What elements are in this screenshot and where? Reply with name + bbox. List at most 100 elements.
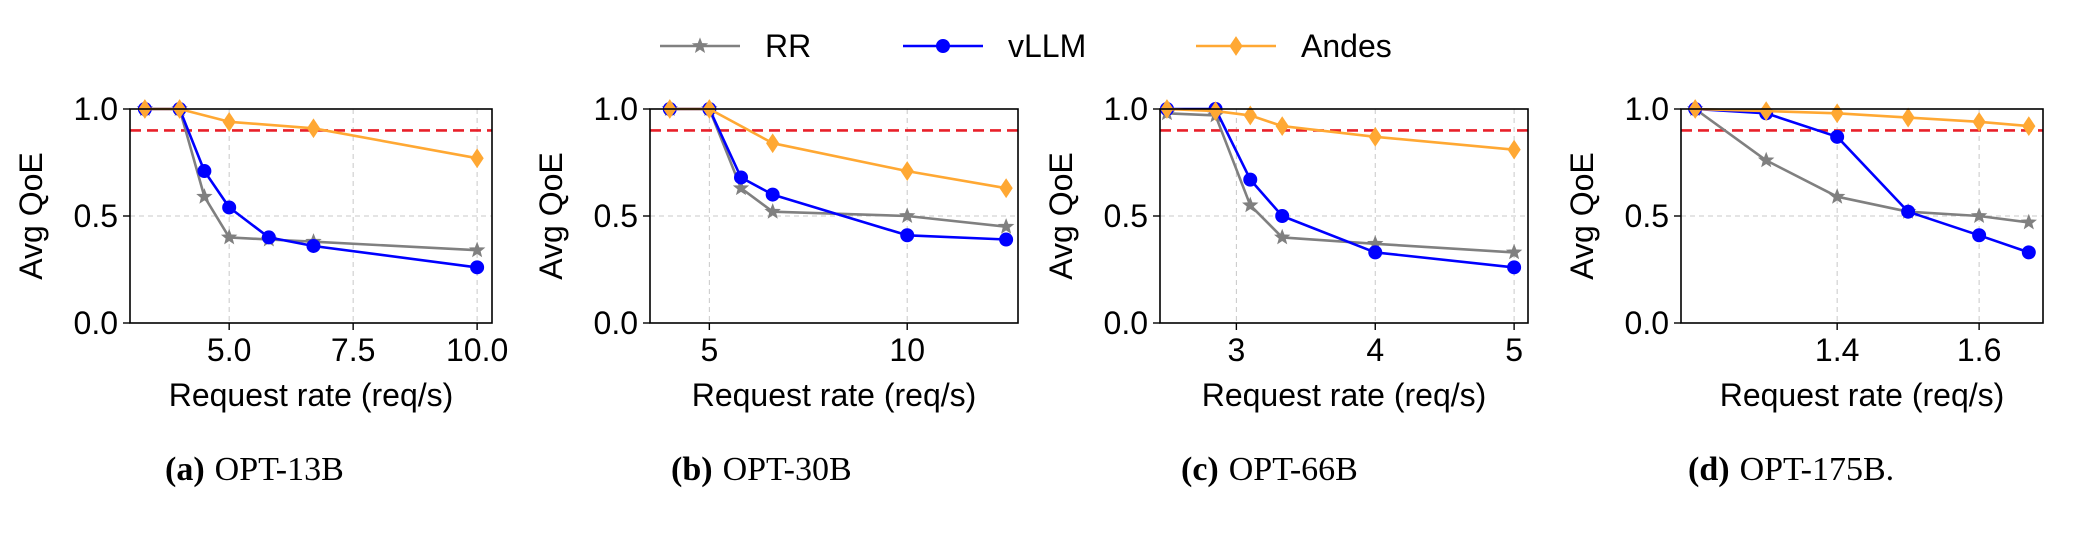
series-line-vllm <box>669 107 1007 241</box>
data-point-vllm <box>734 170 749 185</box>
data-point-andes <box>222 111 236 132</box>
data-point-andes <box>1275 116 1289 137</box>
caption-letter: (a) <box>165 451 205 488</box>
x-tick-label: 10.0 <box>446 332 508 368</box>
data-point-vllm <box>1972 228 1987 243</box>
data-point-vllm <box>1243 172 1258 187</box>
x-tick-label: 5 <box>700 332 718 368</box>
data-point-vllm <box>197 164 212 179</box>
data-point-vllm <box>306 238 321 253</box>
data-point-rr <box>1757 151 1775 168</box>
data-point-vllm <box>1368 245 1383 260</box>
data-point-vllm <box>900 228 915 243</box>
x-axis-label: Request rate (req/s) <box>692 377 977 413</box>
series-line-andes <box>1166 107 1515 151</box>
caption-letter: (c) <box>1181 451 1219 488</box>
data-point-rr <box>1970 207 1988 224</box>
panel-caption: (b) OPT-30B <box>671 451 852 488</box>
legend: RR vLLM Andes <box>660 28 1392 64</box>
data-point-andes <box>1972 111 1986 132</box>
y-tick-label: 0.0 <box>74 305 118 341</box>
data-point-andes <box>470 148 484 169</box>
data-point-vllm <box>765 187 780 202</box>
chart-panels: 5.0 7.5 10.0 0.0 0.5 1.0 Request rate (req/s) A… <box>13 91 2044 488</box>
x-tick-label: 1.4 <box>1815 332 1859 368</box>
legend-label-vllm: vLLM <box>1008 28 1086 64</box>
x-tick-label: 3 <box>1227 332 1245 368</box>
data-point-vllm <box>222 200 237 215</box>
series-line-andes <box>669 107 1007 190</box>
data-point-andes <box>1830 103 1844 124</box>
chart-panel-1: 5.0 7.5 10.0 0.0 0.5 1.0 Request rate (req/s) A… <box>13 91 508 488</box>
panel-caption: (c) OPT-66B <box>1181 451 1358 488</box>
x-tick-label: 7.5 <box>331 332 375 368</box>
data-point-vllm <box>999 232 1014 247</box>
data-point-andes <box>1243 105 1257 126</box>
data-point-vllm <box>1901 204 1916 219</box>
y-tick-label: 0.5 <box>1104 198 1148 234</box>
data-point-vllm <box>1275 209 1290 223</box>
series-line-vllm <box>1695 107 2030 254</box>
data-point-andes <box>999 178 1013 199</box>
caption-text: OPT-66B <box>1229 451 1358 488</box>
x-tick-label: 1.6 <box>1957 332 2001 368</box>
data-point-rr <box>1274 228 1291 245</box>
data-point-vllm <box>2021 245 2036 260</box>
y-axis-label: Avg QoE <box>13 152 49 279</box>
y-tick-label: 1.0 <box>594 91 638 127</box>
y-tick-label: 0.0 <box>1625 305 1669 341</box>
data-point-andes <box>1507 139 1521 160</box>
y-tick-label: 1.0 <box>74 91 118 127</box>
y-axis-label: Avg QoE <box>1043 152 1079 279</box>
data-point-andes <box>1208 101 1223 122</box>
y-tick-label: 0.5 <box>594 198 638 234</box>
x-axis-label: Request rate (req/s) <box>1202 377 1487 413</box>
caption-text: OPT-30B <box>723 451 852 488</box>
data-point-vllm <box>261 230 276 245</box>
data-point-vllm <box>1830 129 1845 144</box>
data-point-andes <box>900 161 914 181</box>
y-axis-label: Avg QoE <box>1564 152 1600 279</box>
y-tick-label: 0.0 <box>1104 305 1148 341</box>
legend-marker-andes <box>1229 36 1243 56</box>
y-tick-label: 0.5 <box>74 198 118 234</box>
caption-letter: (d) <box>1688 451 1730 488</box>
data-point-rr <box>468 241 486 258</box>
x-tick-label: 10 <box>889 332 925 368</box>
series-line-andes <box>1695 107 2029 128</box>
data-point-vllm <box>1507 260 1522 275</box>
data-point-rr <box>764 203 781 219</box>
data-point-rr <box>732 179 750 196</box>
data-point-vllm <box>470 260 485 275</box>
panel-caption: (a) OPT-13B <box>165 451 344 488</box>
series-line-rr <box>1694 107 2029 224</box>
data-point-andes <box>2022 116 2036 137</box>
data-point-andes <box>306 118 321 139</box>
data-point-rr <box>2020 213 2037 230</box>
data-point-rr <box>997 218 1015 234</box>
legend-label-rr: RR <box>765 28 811 64</box>
legend-label-andes: Andes <box>1301 28 1392 64</box>
data-point-rr <box>899 207 916 224</box>
y-axis-label: Avg QoE <box>533 152 569 279</box>
data-point-andes <box>1901 107 1915 128</box>
y-tick-label: 0.5 <box>1625 198 1669 234</box>
caption-letter: (b) <box>671 451 713 488</box>
legend-marker-rr <box>691 37 709 54</box>
data-point-rr <box>196 188 213 204</box>
series-line-rr <box>669 107 1007 228</box>
x-tick-label: 4 <box>1366 332 1384 368</box>
series-line-rr <box>1166 112 1515 254</box>
y-tick-label: 1.0 <box>1625 91 1669 127</box>
legend-marker-vllm <box>936 39 950 53</box>
x-tick-label: 5.0 <box>207 332 251 368</box>
x-axis-label: Request rate (req/s) <box>169 377 454 413</box>
data-point-rr <box>1505 243 1523 260</box>
caption-text: OPT-13B <box>215 451 344 488</box>
data-point-rr <box>1242 196 1259 213</box>
data-point-rr <box>1828 188 1846 204</box>
x-tick-label: 5 <box>1505 332 1523 368</box>
data-point-andes <box>1759 101 1773 122</box>
